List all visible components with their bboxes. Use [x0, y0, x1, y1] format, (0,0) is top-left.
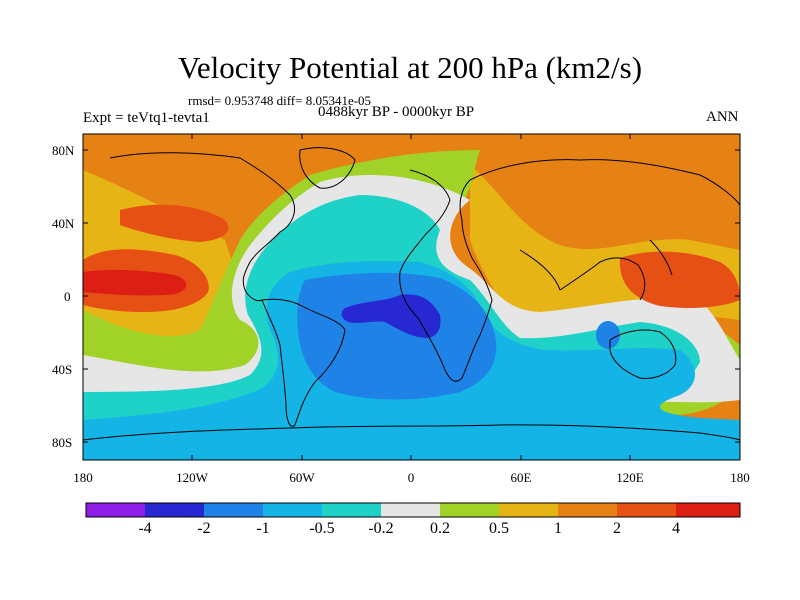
colorbar-label-1: -2: [197, 520, 211, 537]
lon-label-180-west: 180: [73, 470, 93, 485]
lon-label-120e: 120E: [616, 470, 644, 485]
coast-north-america: [109, 152, 295, 302]
colorbar-swatch-3: [263, 503, 322, 517]
lat-label-40s: 40S: [52, 362, 73, 377]
colorbar-label-2: -1: [256, 520, 270, 537]
period-line: 0488kyr BP - 0000kyr BP: [318, 104, 475, 120]
stats-line: rmsd= 0.953748 diff= 8.05341e-05: [188, 93, 372, 108]
field-level-neg-1-2: [297, 272, 497, 400]
map-title: Velocity Potential at 200 hPa (km2/s): [177, 50, 643, 85]
colorbar-swatch-1: [145, 503, 204, 517]
season-label: ANN: [706, 109, 739, 125]
colorbar-swatch-9: [617, 503, 676, 517]
lon-label-120w: 120W: [176, 470, 208, 485]
colorbar-swatch-7: [499, 503, 558, 517]
colorbar-swatch-0: [86, 503, 145, 517]
field-level-4-up-pacific: [83, 269, 187, 296]
coast-europe-africa: [399, 169, 493, 382]
colorbar-label-9: 4: [672, 520, 680, 537]
colorbar: [85, 502, 741, 518]
colorbar-swatch-10: [676, 503, 740, 517]
colorbar-label-3: -0.5: [309, 520, 335, 537]
colorbar-label-6: 0.5: [489, 520, 509, 537]
coastlines: [83, 147, 740, 441]
colorbar-label-0: -4: [138, 520, 152, 537]
lon-label-60e: 60E: [510, 470, 532, 485]
colorbar-label-7: 1: [554, 520, 562, 537]
lat-label-eq: 0: [64, 289, 71, 304]
contour-field: [83, 134, 740, 460]
lon-label-180-east: 180: [730, 470, 750, 485]
colorbar-frame: [85, 502, 741, 518]
lat-label-40n: 40N: [52, 216, 75, 231]
colorbar-swatch-5: [381, 503, 440, 517]
lat-label-80s: 80S: [52, 435, 73, 450]
colorbar-label-5: 0.2: [430, 520, 450, 537]
coast-antarctica: [83, 424, 740, 441]
colorbar-label-4: -0.2: [368, 520, 394, 537]
coast-south-america: [261, 298, 346, 427]
experiment-label: Expt = teVtq1-tevta1: [83, 110, 210, 126]
colorbar-swatch-2: [204, 503, 263, 517]
field-level-neg-2-4: [341, 294, 441, 338]
field-level-2-4-asia: [619, 251, 740, 308]
lon-label-0: 0: [407, 470, 415, 485]
coast-asia: [469, 159, 740, 301]
lat-label-80n: 80N: [52, 143, 75, 158]
lon-label-60w: 60W: [289, 470, 315, 485]
field-level-neg-1-2-east: [596, 321, 620, 349]
colorbar-swatch-4: [322, 503, 381, 517]
coast-australia: [609, 329, 677, 379]
colorbar-swatch-6: [440, 503, 499, 517]
coast-greenland: [299, 147, 356, 189]
colorbar-swatch-8: [558, 503, 617, 517]
field-level-2-4-north-atlantic: [120, 204, 229, 242]
colorbar-label-8: 2: [613, 520, 621, 537]
axis-ticks: [83, 134, 740, 460]
